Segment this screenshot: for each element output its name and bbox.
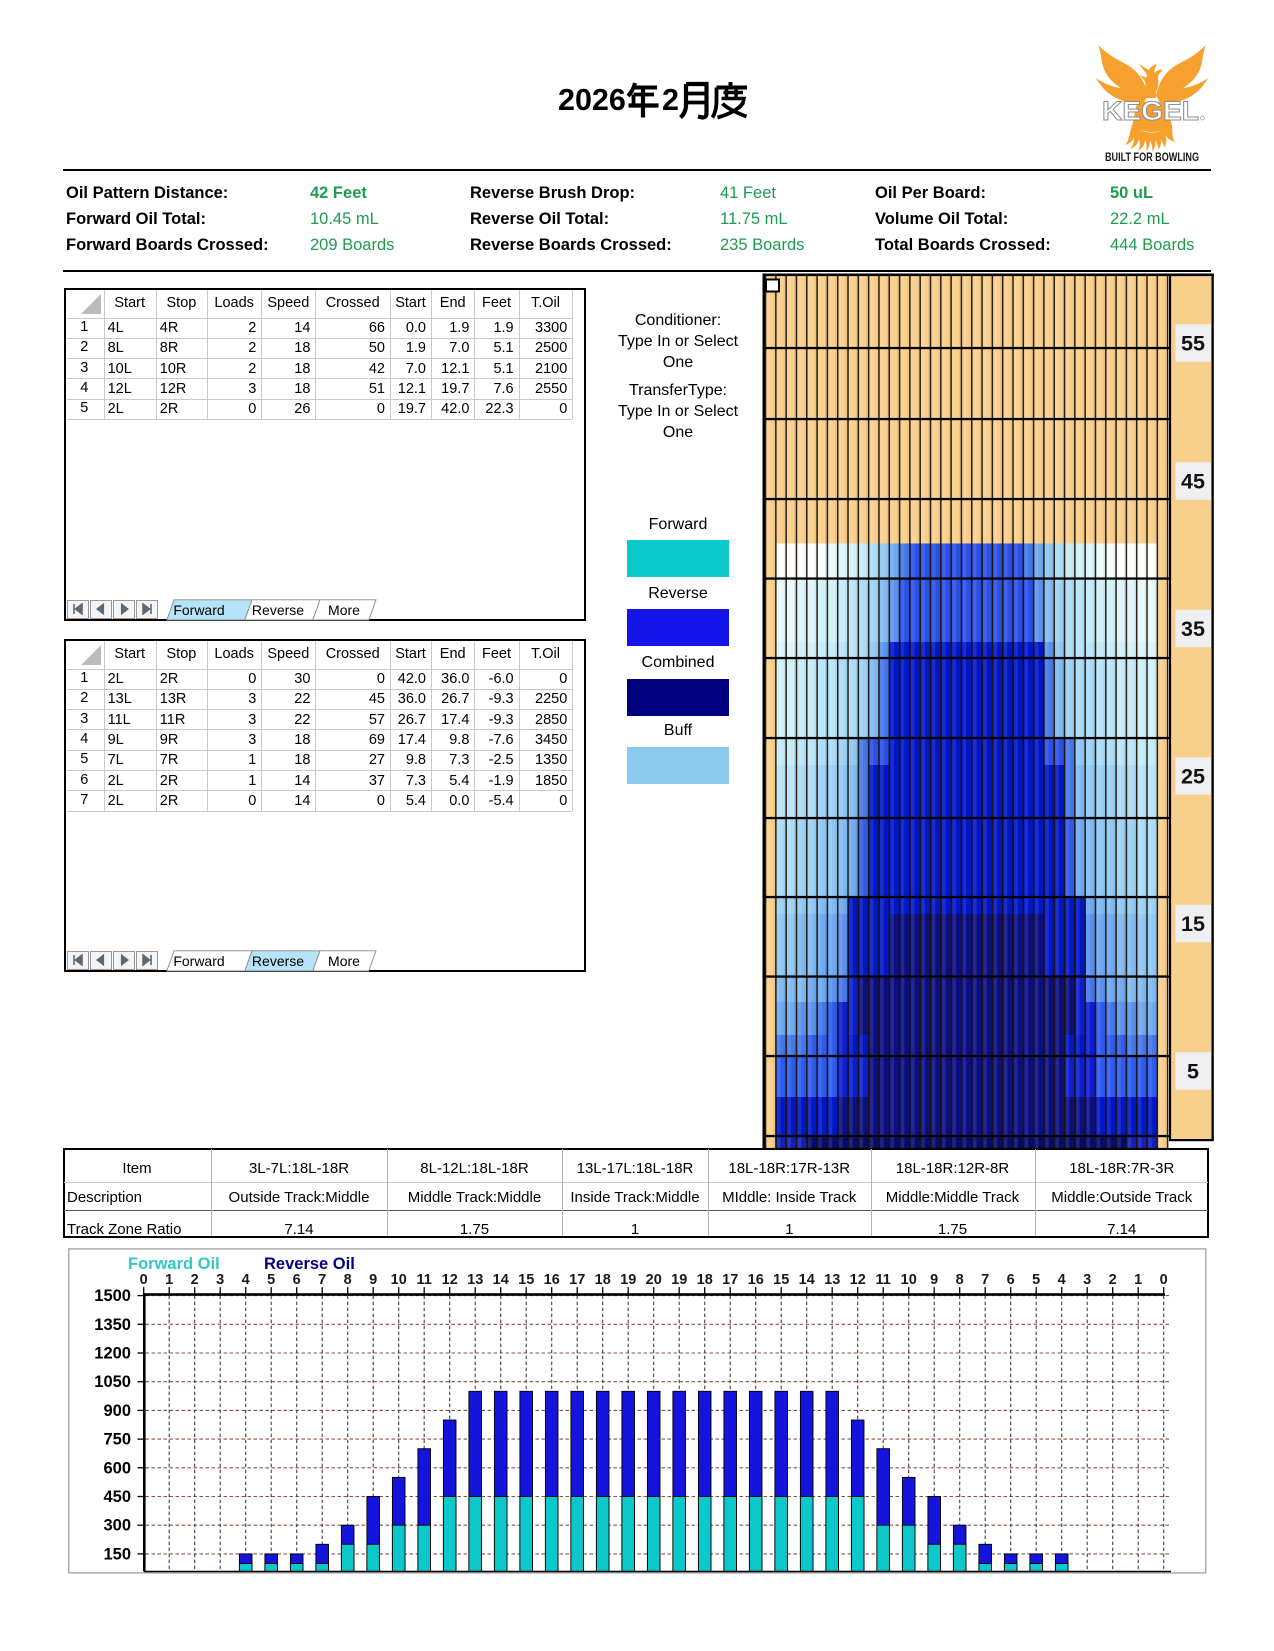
svg-text:7: 7	[981, 1272, 989, 1288]
svg-text:18: 18	[595, 1272, 611, 1288]
svg-text:18: 18	[697, 1272, 713, 1288]
svg-text:1350: 1350	[94, 1316, 131, 1334]
svg-text:14: 14	[493, 1272, 509, 1288]
svg-text:17: 17	[722, 1272, 738, 1288]
svg-text:4: 4	[1058, 1272, 1066, 1288]
svg-text:0: 0	[1160, 1272, 1168, 1288]
svg-text:6: 6	[293, 1272, 301, 1288]
svg-text:8: 8	[956, 1272, 964, 1288]
svg-text:1: 1	[165, 1272, 173, 1288]
svg-text:19: 19	[620, 1272, 636, 1288]
svg-text:150: 150	[103, 1545, 131, 1563]
svg-text:25: 25	[1181, 765, 1205, 789]
svg-text:2: 2	[662, 83, 679, 117]
svg-text:10: 10	[391, 1272, 407, 1288]
svg-text:5: 5	[1032, 1272, 1040, 1288]
svg-text:5: 5	[1187, 1060, 1199, 1084]
svg-text:19: 19	[671, 1272, 687, 1288]
svg-text:KEGEL: KEGEL	[1102, 96, 1199, 126]
svg-text:13: 13	[467, 1272, 483, 1288]
svg-text:45: 45	[1181, 470, 1205, 494]
svg-text:1: 1	[1134, 1272, 1142, 1288]
svg-text:7: 7	[318, 1272, 326, 1288]
svg-text:10: 10	[901, 1272, 917, 1288]
svg-text:3: 3	[1083, 1272, 1091, 1288]
svg-text:17: 17	[569, 1272, 585, 1288]
svg-text:BUILT FOR BOWLING: BUILT FOR BOWLING	[1105, 150, 1199, 164]
svg-text:Forward Oil: Forward Oil	[128, 1255, 220, 1273]
svg-text:20: 20	[646, 1272, 662, 1288]
svg-text:11: 11	[876, 1272, 891, 1288]
svg-text:1050: 1050	[94, 1373, 131, 1391]
svg-text:16: 16	[544, 1272, 560, 1288]
svg-text:0: 0	[140, 1272, 148, 1288]
svg-text:600: 600	[103, 1459, 131, 1477]
svg-text:55: 55	[1181, 332, 1205, 356]
svg-text:35: 35	[1181, 617, 1205, 641]
svg-text:12: 12	[850, 1272, 866, 1288]
svg-text:15: 15	[773, 1272, 789, 1288]
svg-text:15: 15	[1181, 912, 1205, 936]
svg-text:1500: 1500	[94, 1287, 131, 1305]
svg-text:900: 900	[103, 1402, 131, 1420]
svg-text:6: 6	[1007, 1272, 1015, 1288]
svg-text:2026: 2026	[558, 83, 626, 117]
svg-text:2: 2	[1109, 1272, 1117, 1288]
svg-text:11: 11	[417, 1272, 432, 1288]
svg-text:5: 5	[267, 1272, 275, 1288]
svg-text:14: 14	[799, 1272, 815, 1288]
svg-text:4: 4	[242, 1272, 250, 1288]
svg-text:Reverse Oil: Reverse Oil	[264, 1255, 355, 1273]
svg-text:3: 3	[216, 1272, 224, 1288]
svg-text:15: 15	[518, 1272, 534, 1288]
svg-text:13: 13	[824, 1272, 840, 1288]
svg-text:8: 8	[344, 1272, 352, 1288]
svg-text:2: 2	[191, 1272, 199, 1288]
svg-text:450: 450	[103, 1488, 131, 1506]
svg-text:16: 16	[748, 1272, 764, 1288]
svg-text:1200: 1200	[94, 1345, 131, 1363]
svg-text:300: 300	[103, 1517, 131, 1535]
svg-text:9: 9	[369, 1272, 377, 1288]
svg-text:750: 750	[103, 1431, 131, 1449]
svg-text:9: 9	[930, 1272, 938, 1288]
svg-text:12: 12	[442, 1272, 458, 1288]
